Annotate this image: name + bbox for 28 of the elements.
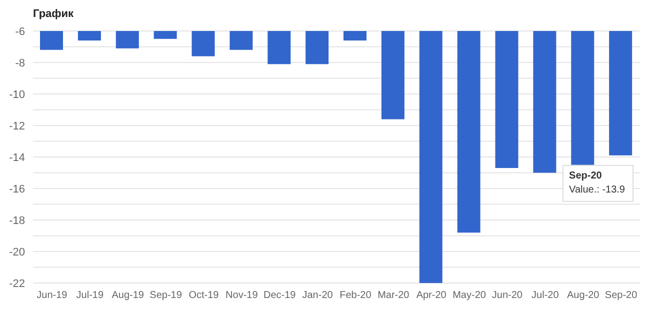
- x-tick-label: Feb-20: [340, 290, 372, 302]
- x-tick-label: Apr-20: [416, 290, 447, 302]
- y-tick-label: -8: [15, 57, 25, 70]
- x-tick-label: Sep-19: [150, 290, 182, 302]
- x-tick-label: Dec-19: [263, 290, 296, 302]
- x-tick-label: Oct-19: [188, 290, 220, 302]
- x-tick-label: Jan-20: [302, 290, 334, 302]
- x-tick-label: Jun-19: [36, 290, 68, 302]
- y-tick-label: -16: [9, 183, 25, 196]
- x-tick-label: Jul-20: [532, 290, 560, 302]
- chart-title: График: [33, 8, 74, 20]
- y-tick-label: -20: [9, 246, 25, 258]
- x-tick-label: Aug-19: [112, 290, 144, 302]
- x-tick-label: Nov-19: [226, 290, 258, 302]
- y-tick-label: -6: [15, 26, 25, 38]
- x-tick-label: Sep-20: [604, 290, 638, 302]
- annotation: Sep-20: [569, 170, 602, 182]
- y-tick-label: -18: [9, 214, 25, 227]
- annotation: Value.: -13.9: [569, 184, 626, 196]
- x-tick-label: Jun-20: [492, 290, 523, 302]
- x-tick-label: Mar-20: [378, 290, 410, 302]
- x-tick-label: May-20: [452, 290, 486, 302]
- y-tick-label: -12: [9, 120, 25, 132]
- x-tick-label: Jul-19: [76, 290, 104, 302]
- y-tick-label: -22: [9, 278, 25, 290]
- x-tick-label: Aug-20: [566, 290, 600, 302]
- y-tick-label: -10: [9, 88, 25, 101]
- y-tick-label: -14: [9, 152, 25, 164]
